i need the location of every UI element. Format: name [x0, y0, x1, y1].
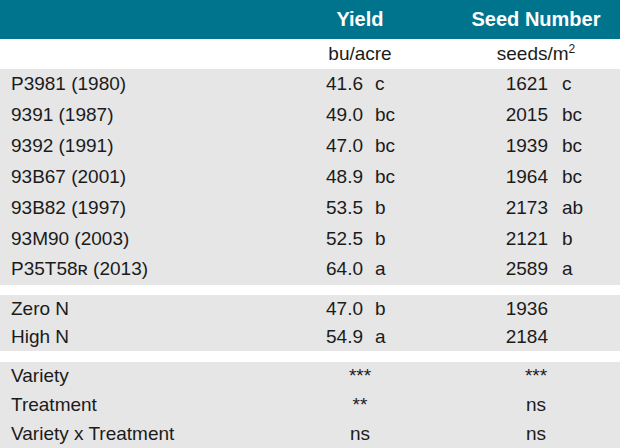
seed-units-base: seeds/m	[497, 43, 569, 64]
table-row: Zero N 47.0 b 1936	[0, 298, 620, 320]
row-label: Zero N	[0, 298, 280, 320]
yield-value: 49.0	[280, 104, 363, 126]
column-header-seed-number: Seed Number	[440, 8, 620, 31]
yield-significance: **	[280, 394, 440, 416]
yield-value: 64.0	[280, 258, 363, 280]
yield-group-letter: b	[375, 197, 386, 219]
yield-value: 41.6	[280, 73, 363, 95]
yield-group-letter: bc	[375, 166, 395, 188]
seed-group-letter: bc	[562, 166, 582, 188]
seed-value: 1621	[440, 73, 548, 95]
seed-group-letter: c	[562, 73, 572, 95]
yield-group-letter: a	[375, 326, 386, 348]
seed-group-letter: b	[562, 228, 573, 250]
table-row: 93B67 (2001) 48.9 bc 1964 bc	[0, 166, 620, 188]
row-label: Variety	[0, 365, 280, 387]
seed-value: 2173	[440, 197, 548, 219]
seed-value: 2015	[440, 104, 548, 126]
yield-value: 47.0	[280, 135, 363, 157]
table-row: Variety *** ***	[0, 365, 620, 387]
significance-section: Variety *** *** Treatment ** ns Variety …	[0, 362, 620, 448]
units-row: bu/acre seeds/m2	[0, 39, 620, 69]
seed-group-letter: a	[562, 258, 573, 280]
seed-significance: ns	[440, 394, 620, 416]
row-label: 9391 (1987)	[0, 104, 280, 126]
yield-group-letter: bc	[375, 104, 395, 126]
table-row: P3981 (1980) 41.6 c 1621 c	[0, 73, 620, 95]
table-row: Treatment ** ns	[0, 394, 620, 416]
yield-value: 53.5	[280, 197, 363, 219]
yield-significance: ***	[280, 365, 440, 387]
row-label: 9392 (1991)	[0, 135, 280, 157]
seed-units-superscript: 2	[569, 42, 576, 56]
varieties-section: P3981 (1980) 41.6 c 1621 c 9391 (1987) 49.…	[0, 69, 620, 285]
yield-value: 48.9	[280, 166, 363, 188]
seed-group-letter: bc	[562, 104, 582, 126]
yield-group-letter: c	[375, 73, 385, 95]
row-label: P35T58ʀ (2013)	[0, 258, 280, 280]
seed-value: 1964	[440, 166, 548, 188]
row-label: Variety x Treatment	[0, 423, 280, 445]
table-row: Variety x Treatment ns ns	[0, 423, 620, 445]
yield-value: 54.9	[280, 326, 363, 348]
table-row: 93B82 (1997) 53.5 b 2173 ab	[0, 197, 620, 219]
table-header-row: Yield Seed Number	[0, 0, 620, 39]
column-header-yield: Yield	[280, 8, 440, 31]
row-label: High N	[0, 326, 280, 348]
yield-group-letter: b	[375, 228, 386, 250]
table-row: 9391 (1987) 49.0 bc 2015 bc	[0, 104, 620, 126]
row-label: 93B82 (1997)	[0, 197, 280, 219]
treatments-section: Zero N 47.0 b 1936 High N 54.9 a 2184	[0, 295, 620, 351]
variety-comparison-table: Yield Seed Number bu/acre seeds/m2 P3981…	[0, 0, 620, 448]
seed-value: 1936	[440, 298, 548, 320]
row-label: Treatment	[0, 394, 280, 416]
yield-value: 47.0	[280, 298, 363, 320]
table-row: 93M90 (2003) 52.5 b 2121 b	[0, 228, 620, 250]
seed-value: 2121	[440, 228, 548, 250]
seed-significance: ns	[440, 423, 620, 445]
seed-significance: ***	[440, 365, 620, 387]
seed-value: 2589	[440, 258, 548, 280]
seed-value: 1939	[440, 135, 548, 157]
section-divider	[0, 285, 620, 295]
row-label: 93M90 (2003)	[0, 228, 280, 250]
row-label: 93B67 (2001)	[0, 166, 280, 188]
yield-value: 52.5	[280, 228, 363, 250]
yield-group-letter: b	[375, 298, 386, 320]
seed-units: seeds/m2	[440, 43, 620, 65]
yield-group-letter: bc	[375, 135, 395, 157]
row-label: P3981 (1980)	[0, 73, 280, 95]
table-row: P35T58ʀ (2013) 64.0 a 2589 a	[0, 258, 620, 280]
seed-group-letter: ab	[562, 197, 583, 219]
seed-group-letter: bc	[562, 135, 582, 157]
table-row: High N 54.9 a 2184	[0, 326, 620, 348]
yield-units: bu/acre	[280, 43, 440, 65]
section-divider	[0, 351, 620, 362]
yield-significance: ns	[280, 423, 440, 445]
table-row: 9392 (1991) 47.0 bc 1939 bc	[0, 135, 620, 157]
seed-value: 2184	[440, 326, 548, 348]
yield-group-letter: a	[375, 258, 386, 280]
